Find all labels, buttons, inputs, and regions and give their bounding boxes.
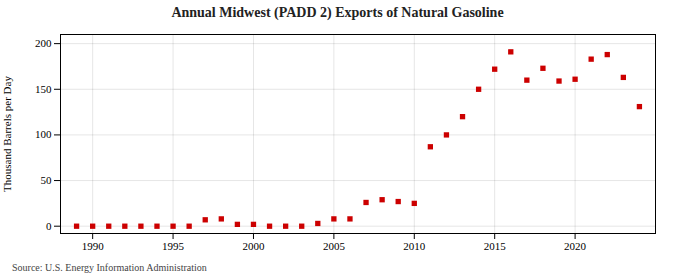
svg-text:100: 100	[35, 128, 52, 140]
svg-text:2005: 2005	[323, 240, 346, 252]
html-text:Annual Midwest (PADD 2) Export: Annual Midwest (PADD 2) Exports of Natur…	[171, 5, 504, 20]
svg-text:1990: 1990	[82, 240, 105, 252]
svg-text:50: 50	[41, 174, 53, 186]
svg-text:2010: 2010	[403, 240, 426, 252]
svg-text:2015: 2015	[484, 240, 507, 252]
svg-text:150: 150	[35, 83, 52, 95]
svg-text:1995: 1995	[162, 240, 185, 252]
svg-text:0: 0	[46, 220, 52, 232]
svg-text:2020: 2020	[564, 240, 587, 252]
svg-text:2000: 2000	[242, 240, 264, 252]
svg-text:Thousand Barrels per Day: Thousand Barrels per Day	[1, 76, 13, 192]
svg-text:200: 200	[35, 37, 52, 49]
html-text:Source: U.S. Energy Informatio: Source: U.S. Energy Information Administ…	[12, 262, 207, 273]
